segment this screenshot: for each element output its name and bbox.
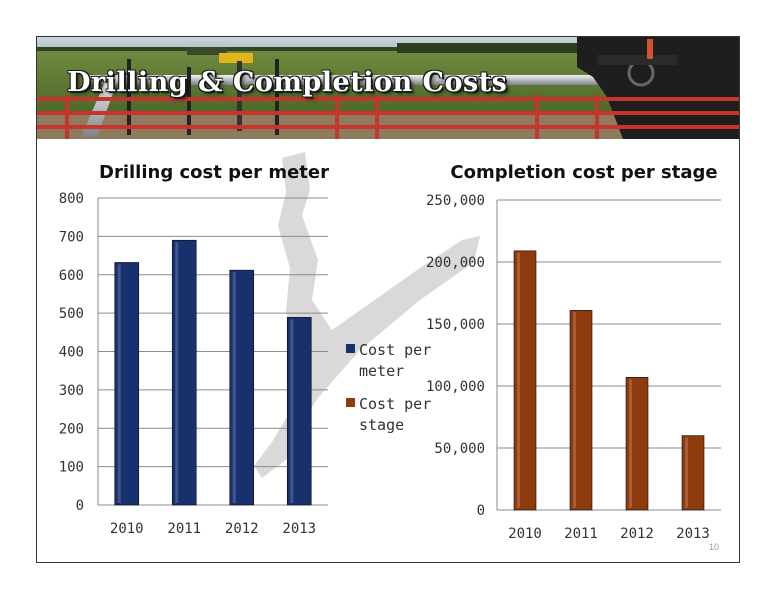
legend-swatch-meter bbox=[346, 344, 355, 353]
legend-label-meter-line1: Cost per bbox=[359, 341, 431, 359]
drilling-bar-highlight bbox=[232, 272, 236, 503]
completion-bar-highlight bbox=[629, 379, 632, 508]
completion-x-tick-label: 2012 bbox=[620, 526, 654, 542]
legend: Cost per meter Cost per stage bbox=[346, 341, 431, 434]
drilling-y-tick-label: 800 bbox=[59, 191, 84, 207]
completion-bar bbox=[681, 435, 705, 511]
completion-y-tick-label: 250,000 bbox=[426, 193, 485, 209]
completion-x-ticks: 2010 2011 2012 2013 bbox=[508, 526, 710, 542]
completion-y-tick-label: 50,000 bbox=[434, 441, 485, 457]
completion-bar-highlight bbox=[573, 312, 576, 508]
completion-bar bbox=[569, 310, 593, 511]
drilling-y-ticks: 0 100 200 300 400 500 600 700 800 bbox=[59, 191, 84, 514]
drilling-y-tick-label: 500 bbox=[59, 306, 84, 322]
completion-bars bbox=[513, 250, 705, 511]
drilling-bar bbox=[286, 317, 312, 506]
drilling-x-tick-label: 2013 bbox=[282, 521, 316, 537]
completion-y-tick-label: 0 bbox=[477, 503, 485, 519]
drilling-y-tick-label: 600 bbox=[59, 268, 84, 284]
completion-cost-chart: Completion cost per stage 0 50,000 100,000… bbox=[426, 162, 721, 542]
slide-number: 10 bbox=[709, 542, 720, 552]
drilling-x-tick-label: 2012 bbox=[225, 521, 259, 537]
completion-chart-title: Completion cost per stage bbox=[450, 162, 717, 183]
completion-bar-highlight bbox=[685, 437, 688, 508]
drilling-x-ticks: 2010 2011 2012 2013 bbox=[110, 521, 316, 537]
legend-label-stage-line1: Cost per bbox=[359, 395, 431, 413]
banner-photo bbox=[37, 37, 739, 139]
slide-title: Drilling & Completion Costs bbox=[67, 67, 508, 98]
drilling-chart-title: Drilling cost per meter bbox=[99, 162, 329, 183]
completion-y-tick-label: 200,000 bbox=[426, 255, 485, 271]
drilling-y-tick-label: 700 bbox=[59, 229, 84, 245]
drilling-bar-highlight bbox=[290, 319, 294, 503]
legend-swatch-stage bbox=[346, 398, 355, 407]
completion-bar bbox=[513, 250, 537, 511]
header-banner: Drilling & Completion Costs bbox=[37, 37, 739, 139]
drilling-bar-highlight bbox=[117, 264, 121, 503]
drilling-x-tick-label: 2010 bbox=[110, 521, 144, 537]
completion-y-tick-label: 100,000 bbox=[426, 379, 485, 395]
drilling-bar bbox=[229, 269, 255, 506]
completion-y-tick-label: 150,000 bbox=[426, 317, 485, 333]
drilling-cost-chart: Drilling cost per meter 0 100 200 300 400 500… bbox=[59, 162, 329, 537]
completion-x-tick-label: 2013 bbox=[676, 526, 710, 542]
drilling-y-tick-label: 100 bbox=[59, 460, 84, 476]
completion-x-tick-label: 2010 bbox=[508, 526, 542, 542]
completion-bar-highlight bbox=[517, 252, 520, 508]
legend-label-meter-line2: meter bbox=[359, 362, 404, 380]
drilling-y-tick-label: 0 bbox=[76, 498, 84, 514]
drilling-bar bbox=[114, 262, 140, 506]
legend-label-stage-line2: stage bbox=[359, 416, 404, 434]
drilling-bar bbox=[171, 239, 197, 506]
drilling-bars bbox=[114, 239, 312, 506]
drilling-x-tick-label: 2011 bbox=[167, 521, 201, 537]
drilling-y-tick-label: 400 bbox=[59, 345, 84, 361]
drilling-y-tick-label: 200 bbox=[59, 421, 84, 437]
drilling-bar-highlight bbox=[175, 242, 179, 503]
completion-bar bbox=[625, 377, 649, 511]
completion-y-ticks: 0 50,000 100,000 150,000 200,000 250,000 bbox=[426, 193, 485, 519]
drilling-y-tick-label: 300 bbox=[59, 383, 84, 399]
completion-x-tick-label: 2011 bbox=[564, 526, 598, 542]
slide: Drilling & Completion Costs 10 bbox=[36, 36, 740, 563]
